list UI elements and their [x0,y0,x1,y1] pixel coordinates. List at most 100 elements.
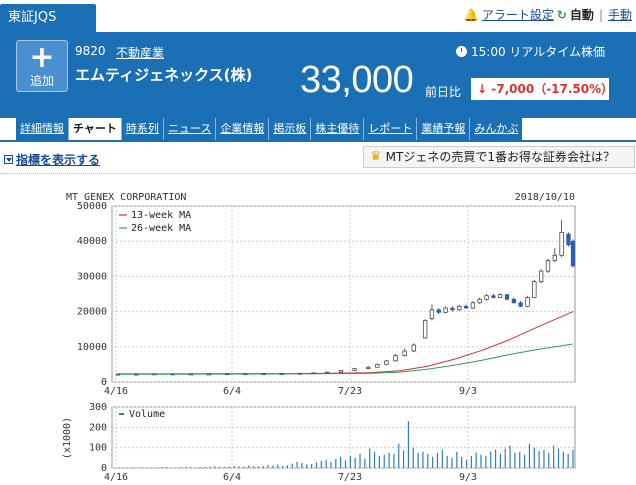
price-x-tick-label: 4/16 [104,386,128,397]
stock-price: 33,000 [300,59,414,101]
candle-body [411,344,416,352]
tab-8[interactable]: 業績予報 [417,118,471,140]
volume-axis-label: (x1000) [62,417,73,459]
tab-1[interactable]: チャート [69,118,122,140]
alert-setting-link[interactable]: アラート設定 [481,8,554,22]
tab-0[interactable]: 詳細情報 [16,118,69,140]
candle-body [538,270,544,283]
price-change: -7,000（-17.50%） [491,82,614,96]
candle-body [498,294,503,298]
section-divider [0,173,636,174]
candle-body [484,295,489,300]
promo-label: MTジェネの売買で1番お得な証券会社は？ [385,150,615,164]
candle-body [552,254,557,261]
candle-body [170,373,175,376]
candle-body [279,373,284,375]
tab-4[interactable]: 企業情報 [216,118,270,140]
top-strip: 東証JQS 🔔 アラート設定 ↻ 自動 | 手動 [0,0,636,34]
change-label: 前日比 [425,85,462,99]
candle-body [525,297,530,307]
candle-body [504,294,510,300]
price-tick-label: 10000 [77,342,107,353]
tab-7[interactable]: レポート [364,118,418,140]
indicator-toggle[interactable]: 指標を表示する [4,151,100,168]
expand-icon [4,155,13,164]
tab-3[interactable]: ニュース [164,118,217,140]
candle-body [429,309,435,319]
candle-body [261,373,266,376]
tab-5[interactable]: 掲示板 [269,118,312,140]
volume-legend: Volume [129,409,165,420]
candle-body [243,373,248,376]
candle-body [443,307,448,313]
stock-code: 9820 [75,44,106,58]
manual-refresh-link[interactable]: 手動 [607,8,632,22]
candle-body [225,373,230,376]
legend-entry: 13-week MA [131,210,191,221]
candle-body [375,364,380,368]
candle-body [566,233,571,246]
candle-body [325,371,330,374]
auto-refresh-label[interactable]: 自動 [569,8,594,22]
stock-tabs: 詳細情報 チャート 時系列 ニュース 企業情報 掲示板 株主優待 レポート 業績予報 みんかぶ [16,118,523,140]
company-name: エムティジェネックス(株) [75,66,253,84]
indicator-toggle-label: 指標を表示する [16,153,101,167]
price-x-tick-label: 6/4 [223,386,241,397]
legend-entry: 26-week MA [131,223,191,234]
volume-x-tick-label: 7/23 [338,472,362,483]
plus-icon: + [29,40,55,75]
candle-body [545,260,551,272]
candle-body [384,360,389,365]
clock-icon [456,46,467,57]
candle-body [477,298,482,304]
realtime-label: 15:00 リアルタイム株価 [471,45,606,59]
candle-body [559,232,564,256]
volume-tick-label: 300 [89,402,107,413]
candle-body [532,281,537,298]
candle-body [134,373,139,376]
candle-body [297,372,303,375]
candle-body [338,370,344,373]
price-x-tick-label: 7/23 [338,386,362,397]
refresh-icon: ↻ [556,7,567,22]
add-label: 追加 [29,74,54,88]
tab-2[interactable]: 時系列 [122,118,164,140]
candle-body [115,373,121,376]
volume-tick-label: 0 [101,463,107,474]
separator: | [598,7,603,22]
crown-icon: ♛ [370,149,382,164]
chart-title: MT GENEX CORPORATION [66,192,186,203]
market-tab[interactable]: 東証JQS [0,4,96,34]
candle-body [311,372,316,375]
tab-6[interactable]: 株主優待 [311,118,365,140]
tabs-underline [0,140,636,142]
volume-tick-label: 100 [89,443,107,454]
down-arrow-icon: ↓ [477,82,488,96]
candle-body [470,302,476,309]
candle-body [422,320,428,339]
volume-tick-label: 200 [89,422,107,433]
add-portfolio-button[interactable]: + 追加 [16,40,68,92]
candle-body [152,373,157,376]
top-links: 🔔 アラート設定 ↻ 自動 | 手動 [464,6,632,23]
candle-body [393,355,398,362]
ma-line-1 [117,343,574,375]
candle-body [570,240,576,267]
stock-header: + 追加 9820 不動産業 エムティジェネックス(株) 15:00 リアルタイ… [0,32,636,118]
candle-body [463,305,469,309]
volume-x-tick-label: 6/4 [223,472,241,483]
realtime-status: 15:00 リアルタイム株価 [456,43,605,60]
promo-button[interactable]: ♛ MTジェネの売買で1番お得な証券会社は？ [363,146,635,168]
industry-link[interactable]: 不動産業 [116,46,165,60]
price-tick-label: 20000 [77,307,107,318]
candle-body [206,373,212,376]
candle-body [518,302,523,307]
price-tick-label: 0 [101,377,107,388]
volume-x-tick-label: 9/3 [459,472,477,483]
candle-body [450,307,455,311]
price-tick-label: 30000 [77,271,107,282]
candle-body [436,309,441,313]
tab-9[interactable]: みんかぶ [474,122,519,135]
price-change-badge: ↓ -7,000（-17.50%） [471,78,613,100]
